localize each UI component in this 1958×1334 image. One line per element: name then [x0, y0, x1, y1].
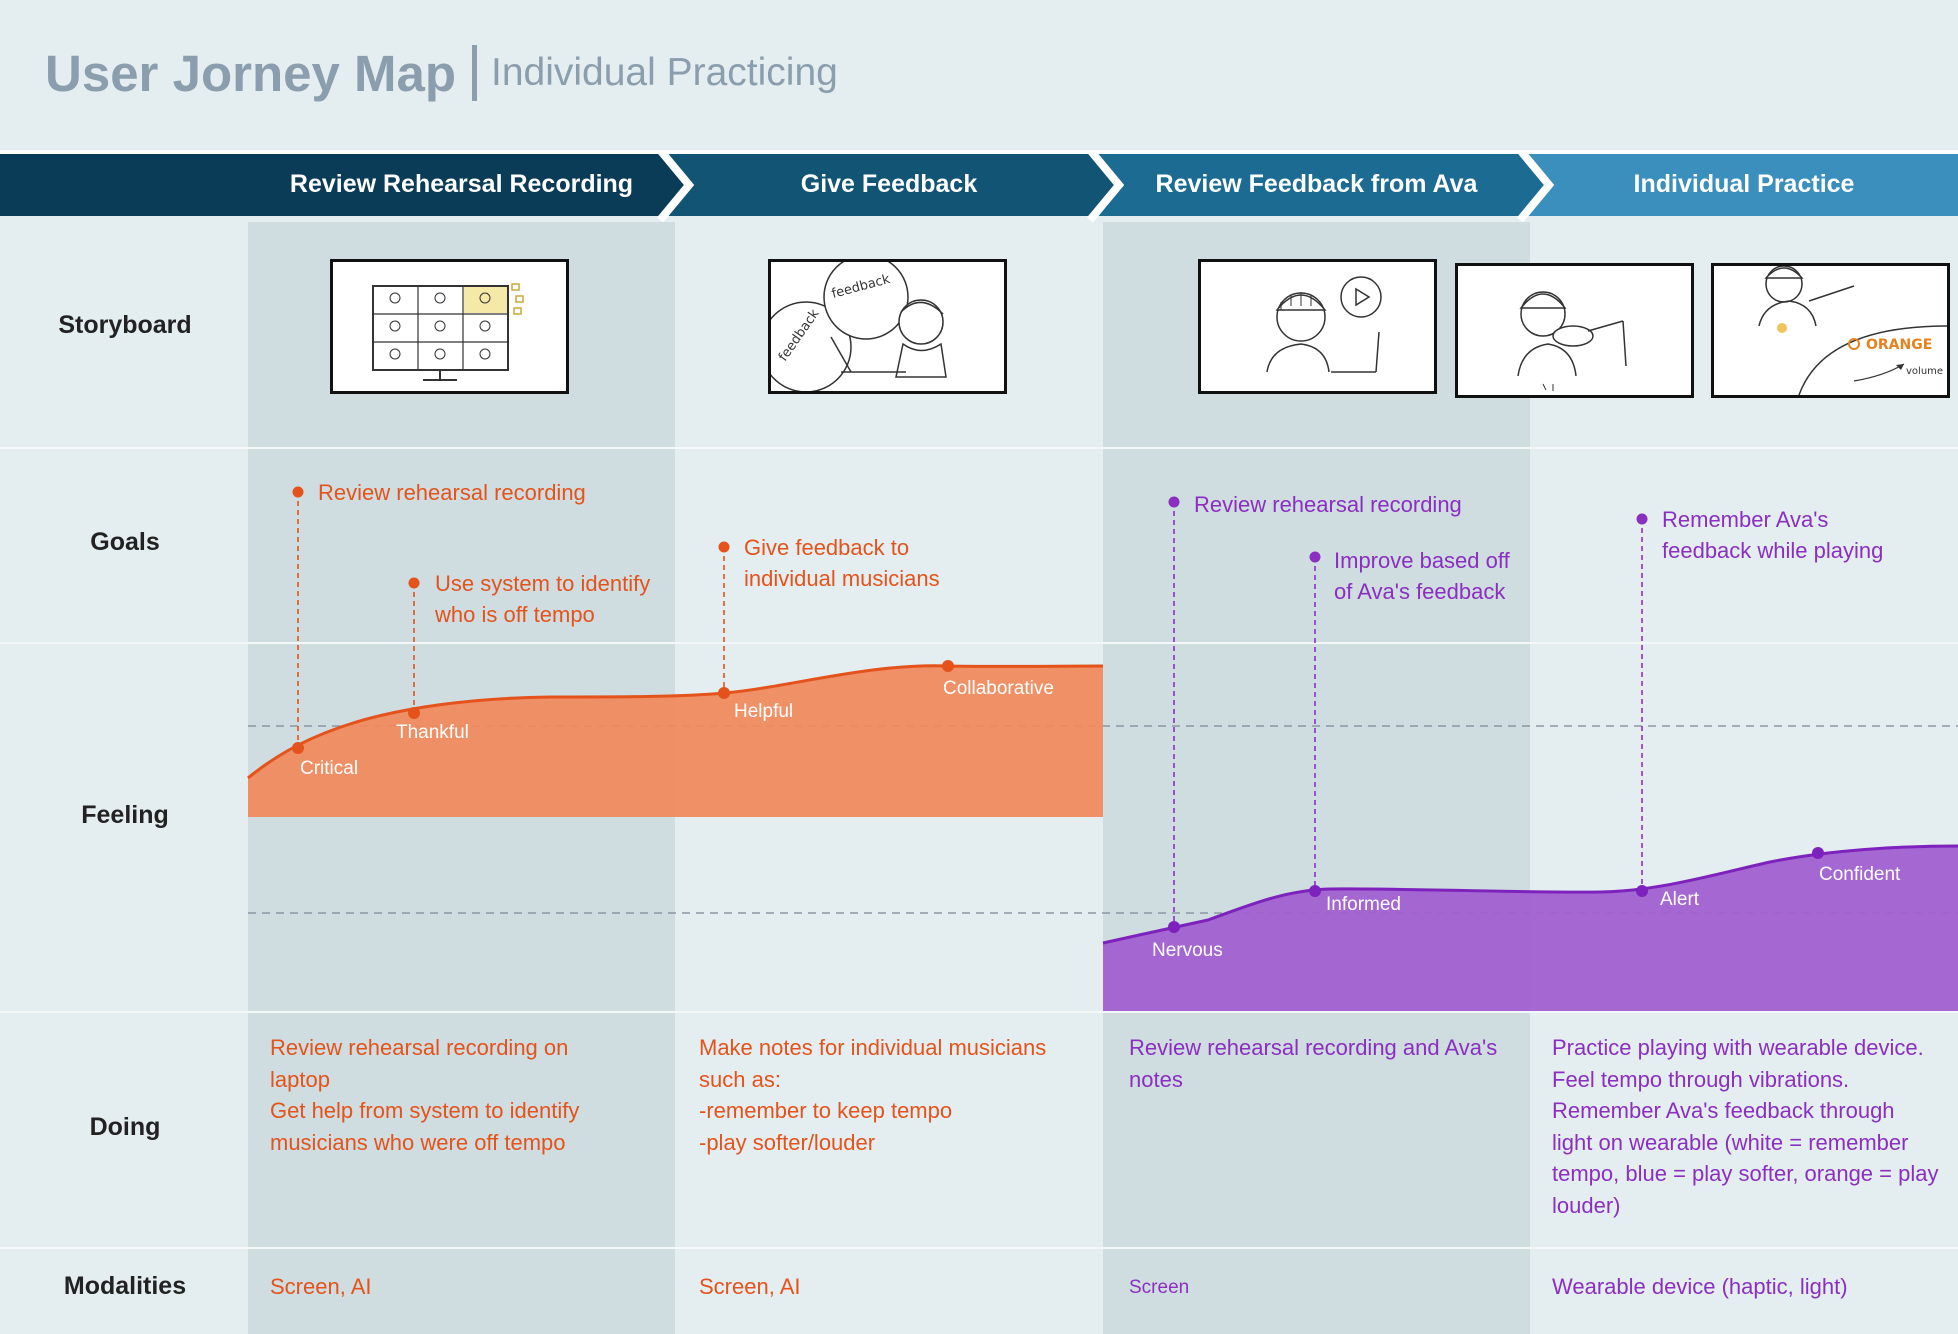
goal-improve-feedback: Improve based off of Ava's feedback: [1334, 545, 1510, 607]
row-divider: [0, 1247, 1958, 1249]
phase-arrow-4: [1520, 154, 1958, 216]
doing-line: light on wearable (white = remember: [1552, 1129, 1909, 1155]
phase-label-review-rehearsal: Review Rehearsal Recording: [289, 170, 634, 198]
row-label-feeling: Feeling: [81, 801, 169, 829]
goal-review-recording-ava: Review rehearsal recording: [1194, 489, 1462, 520]
phase-label-individual-practice: Individual Practice: [1633, 170, 1855, 198]
wearable-volume-text: volume: [1906, 366, 1943, 377]
feeling-label-critical: Critical: [300, 758, 359, 779]
row-label-doing: Doing: [89, 1113, 161, 1141]
doing-line: musicians who were off tempo: [270, 1129, 566, 1155]
doing-review-notes: Review rehearsal recording and Ava's not…: [1129, 1032, 1497, 1095]
goal-text: Review rehearsal recording: [1194, 492, 1462, 517]
phase-label-review-feedback: Review Feedback from Ava: [1155, 170, 1478, 198]
feeling-label-informed: Informed: [1326, 894, 1401, 915]
feeling-dot-collaborative: [942, 660, 954, 672]
doing-review-recording: Review rehearsal recording on laptop Get…: [270, 1032, 579, 1158]
doing-line: tempo, blue = play softer, orange = play: [1552, 1161, 1939, 1186]
wearable-light-sketch-icon: ORANGE volume: [1758, 266, 1947, 395]
row-label-storyboard: Storyboard: [58, 311, 192, 339]
goal-identify-off-tempo: Use system to identify who is off tempo: [435, 568, 650, 630]
feedback-sketch-icon: feedback feedback: [771, 262, 947, 391]
phase-bar-top-edge: [0, 150, 1958, 154]
goal-text: feedback while playing: [1662, 538, 1884, 563]
goal-text: Use system to identify: [435, 571, 651, 596]
storyboard-frame-wearable: ORANGE volume: [1711, 263, 1950, 398]
feeling-label-alert: Alert: [1660, 889, 1700, 910]
feeling-label-helpful: Helpful: [734, 701, 794, 722]
doing-line: Remember Ava's feedback through: [1552, 1098, 1895, 1123]
goal-remember-feedback: Remember Ava's feedback while playing: [1662, 504, 1883, 566]
doing-line: Get help from system to identify: [270, 1098, 580, 1123]
goal-give-feedback: Give feedback to individual musicians: [744, 532, 940, 594]
feeling-dot-helpful: [718, 687, 730, 699]
feeling-label-nervous: Nervous: [1152, 940, 1223, 961]
phase-arrow-2: [660, 154, 1115, 216]
row-divider: [0, 447, 1958, 449]
feeling-dot-alert: [1636, 885, 1648, 897]
feeling-label-collaborative: Collaborative: [943, 678, 1054, 699]
doing-line: -remember to keep tempo: [699, 1098, 953, 1123]
title-sub: Individual Practicing: [491, 51, 838, 94]
goal-text: Give feedback to: [744, 535, 910, 560]
row-label-modalities: Modalities: [63, 1272, 187, 1300]
goal-text: of Ava's feedback: [1334, 579, 1506, 604]
goal-text: Remember Ava's: [1662, 507, 1829, 532]
storyboard-frame-review-notes: [1198, 259, 1437, 394]
doing-line: -play softer/louder: [699, 1129, 876, 1155]
feeling-label-thankful: Thankful: [396, 722, 469, 743]
goal-review-recording: Review rehearsal recording: [318, 477, 586, 508]
phase-chevron: [1086, 150, 1125, 222]
title-main: User Jorney Map: [45, 44, 456, 102]
doing-line: Feel tempo through vibrations.: [1552, 1066, 1850, 1092]
wearable-light-color-text: ORANGE: [1866, 337, 1932, 353]
goal-dot: [718, 541, 730, 553]
violin-player-sketch-icon: [1517, 291, 1627, 391]
doing-line: notes: [1129, 1066, 1183, 1092]
storyboard-frame-violin: [1455, 263, 1694, 398]
goal-text: Review rehearsal recording: [318, 480, 586, 505]
title-divider: [472, 45, 477, 101]
doing-practice-wearable: Practice playing with wearable device. F…: [1552, 1032, 1938, 1221]
person-laptop-sketch-icon: [1266, 276, 1382, 373]
doing-line: Review rehearsal recording on: [270, 1035, 569, 1060]
doing-line: Make notes for individual musicians: [699, 1035, 1047, 1060]
storyboard-frame-feedback: feedback feedback: [768, 259, 1007, 394]
doing-line: Review rehearsal recording and Ava's: [1129, 1035, 1498, 1060]
page-title: User Jorney Map Individual Practicing: [45, 38, 838, 108]
doing-line: Practice playing with wearable device.: [1552, 1035, 1924, 1060]
video-grid-sketch-icon: [372, 283, 524, 381]
feeling-label-confident: Confident: [1819, 864, 1901, 885]
goal-text: Improve based off: [1334, 548, 1510, 573]
phase-label-give-feedback: Give Feedback: [800, 170, 978, 198]
doing-line: louder): [1552, 1192, 1621, 1218]
phase-chevron: [656, 150, 695, 222]
doing-line: laptop: [270, 1066, 330, 1092]
feeling-dot-confident: [1812, 847, 1824, 859]
doing-make-notes: Make notes for individual musicians such…: [699, 1032, 1046, 1158]
goal-text: who is off tempo: [435, 602, 595, 627]
doing-line: such as:: [699, 1066, 781, 1092]
storyboard-frame-video-call: [330, 259, 569, 394]
modality-review-feedback: Screen: [1129, 1277, 1190, 1298]
phase-bar: [0, 150, 1958, 222]
phase-arrow-3: [1090, 154, 1545, 216]
phase-chevron: [1516, 150, 1555, 222]
phase-arrow-1: [0, 154, 685, 216]
modality-individual-practice: Wearable device (haptic, light): [1552, 1274, 1848, 1299]
row-divider: [0, 642, 1958, 644]
modality-review-recording: Screen, AI: [270, 1274, 372, 1299]
goal-text: individual musicians: [744, 566, 940, 591]
row-label-goals: Goals: [90, 528, 160, 556]
modality-give-feedback: Screen, AI: [699, 1274, 801, 1299]
goal-dot: [1636, 513, 1648, 525]
row-divider: [0, 1011, 1958, 1013]
